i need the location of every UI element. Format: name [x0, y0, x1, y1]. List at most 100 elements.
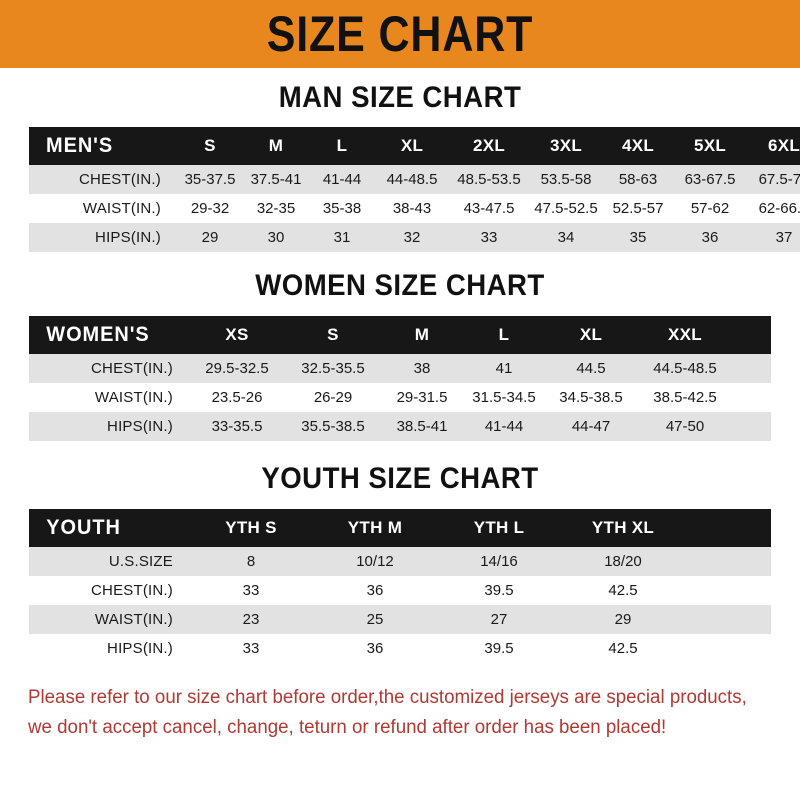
table-cell: 62-66.5 [758, 200, 800, 217]
section-title-man: MAN SIZE CHART [278, 81, 522, 114]
section-women: WOMEN SIZE CHART WOMEN'S XS S M L XL XXL [0, 252, 800, 441]
table-cell: 25 [366, 611, 384, 628]
table-cell: 57-62 [690, 200, 730, 217]
table-cell: 52.5-57 [612, 200, 664, 217]
table-cell: 38.5-42.5 [653, 389, 717, 406]
table-cell: 8 [246, 553, 256, 570]
table-row: CHEST(IN.) 35-37.5 37.5-41 41-44 44-48.5… [29, 165, 800, 194]
table-cell: 36 [701, 229, 719, 246]
table-cell: 30 [267, 229, 285, 246]
table-cell: 23.5-26 [211, 389, 263, 406]
table-wrap-women: WOMEN'S XS S M L XL XXL CHEST(IN.) 29.5-… [29, 316, 771, 441]
table-cell: 36 [366, 582, 384, 599]
table-cell: 38-43 [392, 200, 432, 217]
row-label: WAIST(IN.) [94, 611, 173, 628]
table-cell: 41 [495, 360, 513, 377]
table-cell: 33 [480, 229, 498, 246]
table-cell: 53.5-58 [540, 171, 592, 188]
table-cell: 43-47.5 [463, 200, 515, 217]
table-cell: 27 [490, 611, 508, 628]
table-cell: 35-37.5 [184, 171, 236, 188]
row-label: CHEST(IN.) [79, 171, 161, 188]
row-label: HIPS(IN.) [95, 229, 161, 246]
table-row: HIPS(IN.) 29 30 31 32 33 34 35 36 37 [29, 223, 800, 252]
header-cell-label: YOUTH [46, 516, 121, 539]
header-cell-5xl: 5XL [693, 136, 727, 155]
header-cell-yth-s: YTH S [225, 518, 277, 537]
section-youth: YOUTH SIZE CHART YOUTH YTH S YTH M YTH L… [0, 441, 800, 663]
row-label: WAIST(IN.) [94, 389, 173, 406]
table-cell: 29-31.5 [396, 389, 448, 406]
table-cell: 10/12 [356, 553, 394, 570]
table-cell: 39.5 [484, 640, 514, 657]
table-cell: 63-67.5 [684, 171, 736, 188]
table-cell: 44-47 [571, 418, 611, 435]
header-cell-empty [685, 509, 771, 547]
table-cell: 32-35 [256, 200, 296, 217]
table-cell: 44-48.5 [386, 171, 438, 188]
table-cell: 36 [366, 640, 384, 657]
table-cell: 34.5-38.5 [559, 389, 623, 406]
header-cell-xl: XL [400, 136, 424, 155]
disclaimer-line-2: we don't accept cancel, change, teturn o… [28, 717, 667, 738]
table-cell: 47.5-52.5 [534, 200, 598, 217]
header-cell-s: S [327, 325, 339, 344]
table-cell: 35-38 [322, 200, 362, 217]
table-cell: 41-44 [484, 418, 524, 435]
table-cell: 23 [242, 611, 260, 628]
section-title-youth: YOUTH SIZE CHART [261, 462, 539, 495]
table-cell [733, 383, 771, 412]
table-cell: 33-35.5 [211, 418, 263, 435]
header-cell-xs: XS [225, 325, 249, 344]
section-title-women: WOMEN SIZE CHART [255, 269, 545, 302]
table-row: WAIST(IN.) 29-32 32-35 35-38 38-43 43-47… [29, 194, 800, 223]
header-cell-m: M [268, 136, 284, 155]
table-cell [685, 634, 771, 663]
table-cell: 14/16 [480, 553, 518, 570]
table-wrap-man: MEN'S S M L XL 2XL 3XL 4XL 5XL 6XL CHEST… [29, 127, 800, 252]
table-cell: 33 [242, 640, 260, 657]
section-man: MAN SIZE CHART MEN'S S M L XL 2XL [0, 68, 800, 252]
header-cell-3xl: 3XL [549, 136, 583, 155]
header-cell-4xl: 4XL [621, 136, 655, 155]
table-cell: 35.5-38.5 [301, 418, 365, 435]
table-cell: 35 [629, 229, 647, 246]
row-label: WAIST(IN.) [82, 200, 161, 217]
header-cell-s: S [204, 136, 216, 155]
row-label: HIPS(IN.) [107, 418, 173, 435]
header-cell-empty [733, 316, 771, 354]
table-header-row: WOMEN'S XS S M L XL XXL [29, 316, 771, 354]
header-cell-xxl: XXL [668, 325, 702, 344]
table-cell: 47-50 [665, 418, 705, 435]
table-cell: 44.5-48.5 [653, 360, 717, 377]
header-cell-l: L [336, 136, 348, 155]
header-cell-label: WOMEN'S [46, 323, 150, 346]
disclaimer-line-1: Please refer to our size chart before or… [28, 687, 747, 708]
table-cell: 37.5-41 [250, 171, 302, 188]
table-cell: 34 [557, 229, 575, 246]
table-row: CHEST(IN.) 33 36 39.5 42.5 [29, 576, 771, 605]
table-cell: 42.5 [608, 582, 638, 599]
table-cell: 29-32 [190, 200, 230, 217]
header-cell-yth-m: YTH M [347, 518, 403, 537]
table-row: U.S.SIZE 8 10/12 14/16 18/20 [29, 547, 771, 576]
header-cell-yth-xl: YTH XL [591, 518, 655, 537]
header-cell-m: M [414, 325, 430, 344]
header-cell-xl: XL [579, 325, 603, 344]
table-cell: 29.5-32.5 [205, 360, 269, 377]
table-cell: 48.5-53.5 [457, 171, 521, 188]
table-cell: 18/20 [604, 553, 642, 570]
table-wrap-youth: YOUTH YTH S YTH M YTH L YTH XL U.S.SIZE … [29, 509, 771, 663]
table-row: CHEST(IN.) 29.5-32.5 32.5-35.5 38 41 44.… [29, 354, 771, 383]
table-cell: 31.5-34.5 [472, 389, 536, 406]
row-label: HIPS(IN.) [107, 640, 173, 657]
table-cell: 41-44 [322, 171, 362, 188]
disclaimer-text: Please refer to our size chart before or… [0, 677, 800, 743]
table-cell: 38 [413, 360, 431, 377]
row-label: U.S.SIZE [108, 553, 173, 570]
table-cell: 42.5 [608, 640, 638, 657]
size-table-women: WOMEN'S XS S M L XL XXL CHEST(IN.) 29.5-… [29, 316, 771, 441]
table-cell: 31 [333, 229, 351, 246]
table-row: WAIST(IN.) 23 25 27 29 [29, 605, 771, 634]
table-cell: 37 [775, 229, 793, 246]
